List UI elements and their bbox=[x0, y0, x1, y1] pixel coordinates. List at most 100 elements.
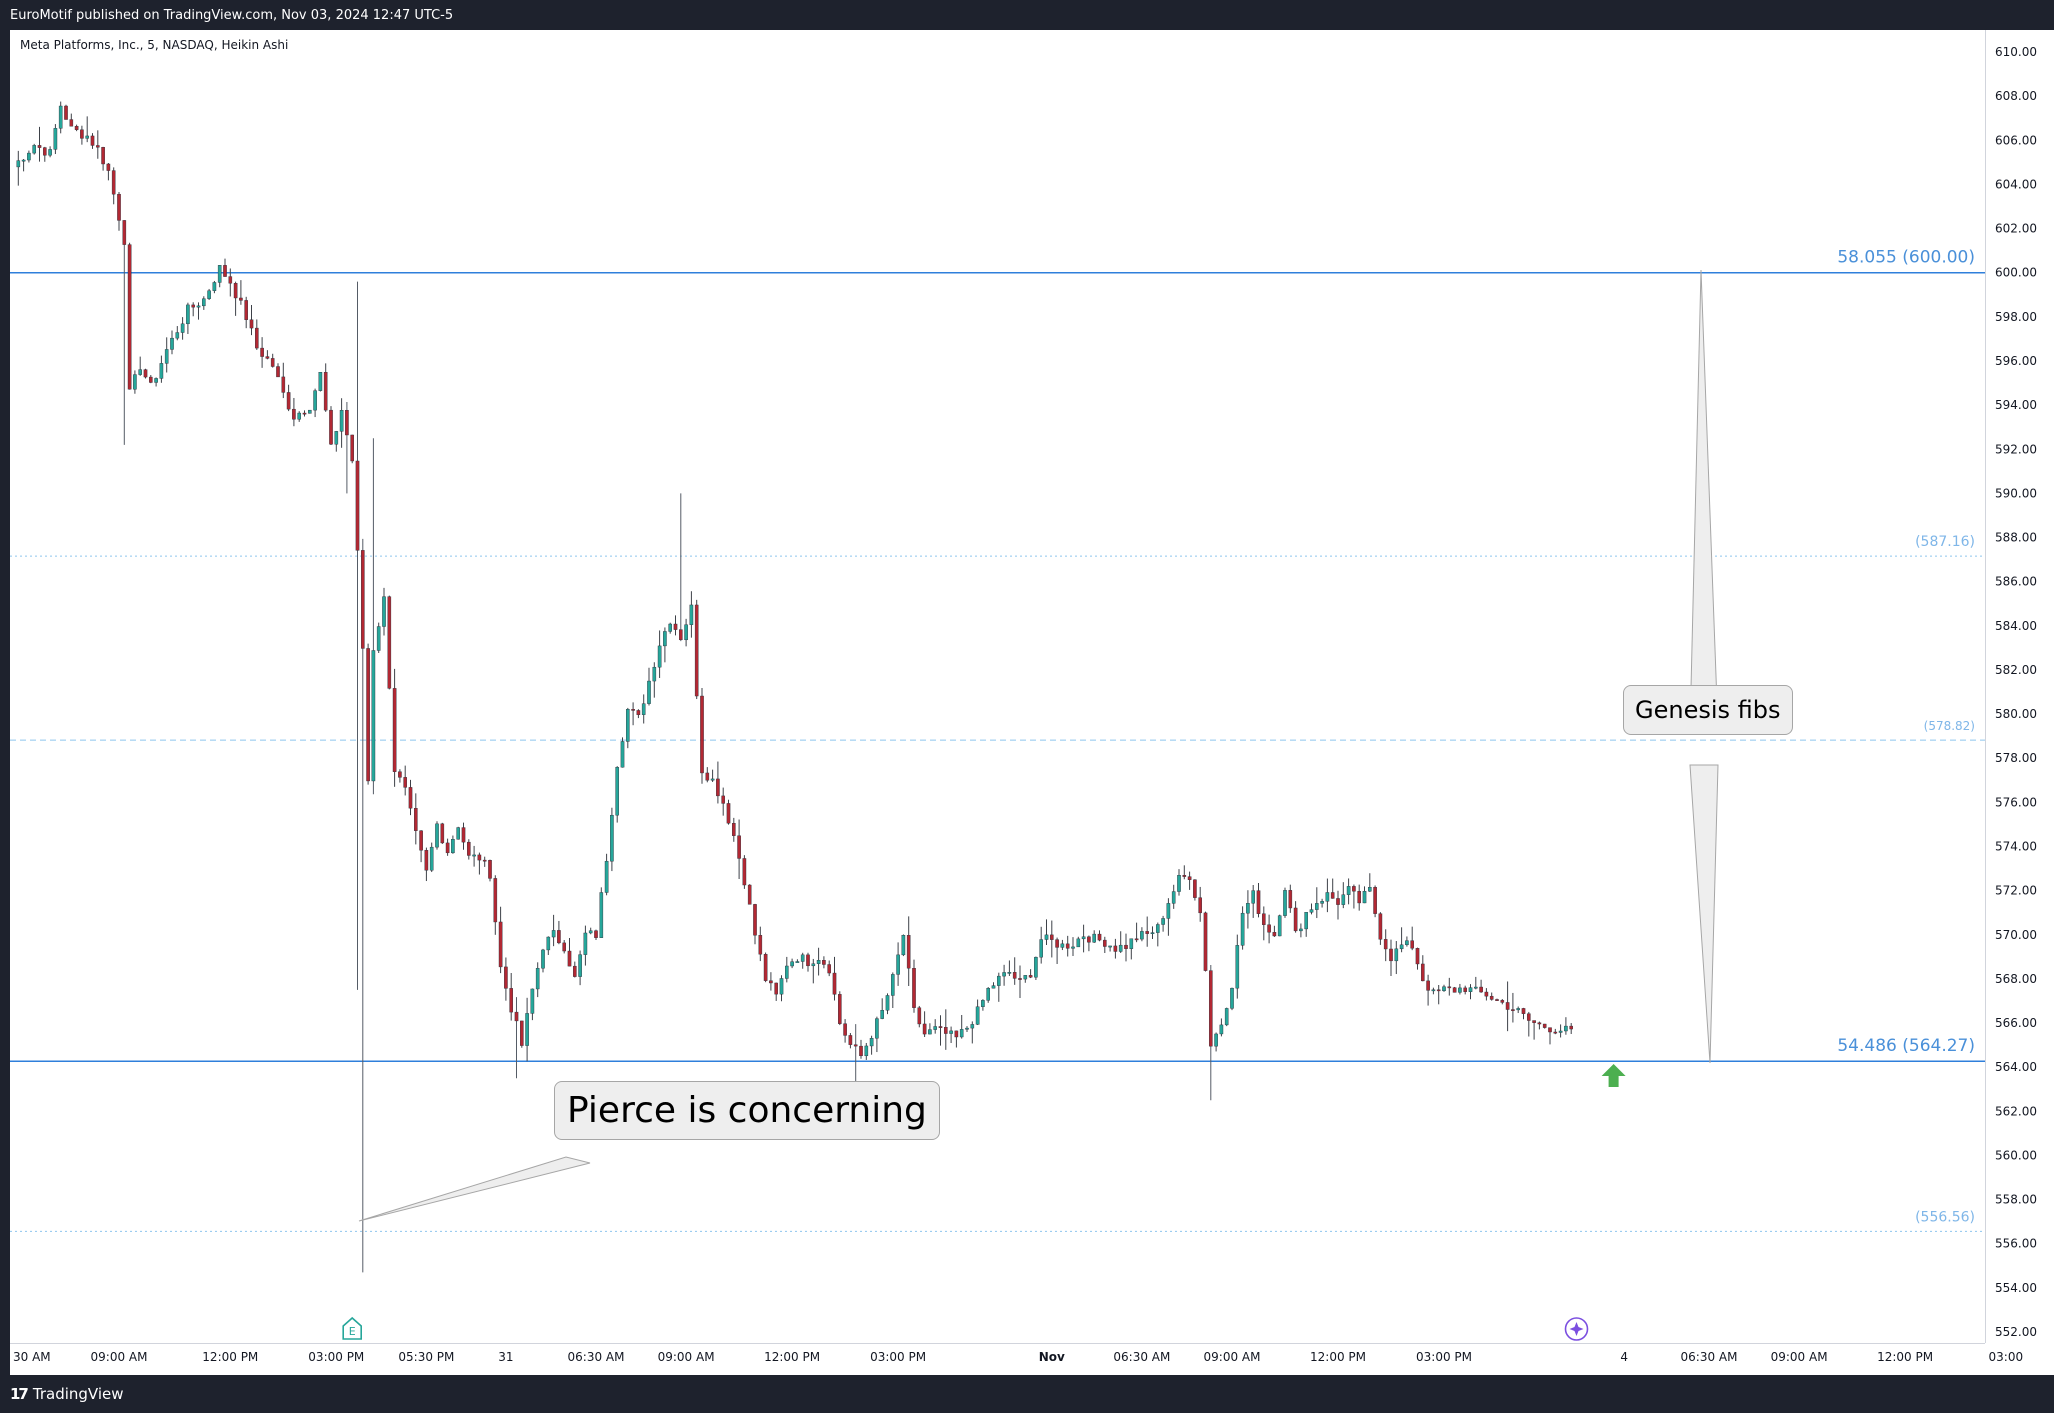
candle bbox=[1346, 878, 1351, 905]
arrow-up-icon[interactable] bbox=[1601, 1063, 1626, 1087]
candle bbox=[636, 709, 641, 719]
candle bbox=[1113, 938, 1118, 959]
x-tick-label: 06:30 AM bbox=[568, 1350, 625, 1364]
candle bbox=[816, 947, 821, 976]
candle bbox=[599, 887, 604, 938]
candle bbox=[1458, 983, 1462, 995]
candle bbox=[64, 104, 68, 120]
candle bbox=[1208, 965, 1213, 1101]
candle bbox=[859, 1039, 863, 1059]
candle bbox=[1479, 979, 1483, 993]
candle bbox=[1023, 975, 1028, 983]
candle bbox=[763, 952, 768, 983]
candle bbox=[1304, 912, 1308, 937]
svg-text:E: E bbox=[349, 1325, 356, 1338]
candle bbox=[737, 819, 741, 879]
earnings-icon[interactable]: E bbox=[342, 1316, 362, 1340]
candle bbox=[1399, 927, 1404, 953]
price-axis[interactable]: 610.00 608.00 606.00 604.00 602.00 600.00 598.… bbox=[1985, 30, 2038, 1343]
y-tick-label: 596.00 bbox=[1995, 354, 2037, 368]
candle bbox=[1288, 884, 1293, 913]
candle bbox=[472, 845, 476, 867]
candle bbox=[122, 220, 127, 445]
tradingview-logo[interactable]: 𝟭𝟳 TradingView bbox=[10, 1385, 124, 1403]
y-tick-label: 608.00 bbox=[1995, 89, 2037, 103]
candle bbox=[965, 1026, 969, 1032]
candle bbox=[148, 375, 153, 384]
candle bbox=[541, 948, 545, 973]
candle bbox=[117, 192, 121, 231]
candle bbox=[774, 982, 778, 1001]
y-tick-label: 552.00 bbox=[1995, 1325, 2037, 1339]
candle bbox=[1468, 984, 1473, 1000]
candle bbox=[684, 618, 688, 647]
candle bbox=[1309, 903, 1314, 915]
candle bbox=[1219, 1018, 1224, 1037]
y-tick-label: 610.00 bbox=[1995, 45, 2037, 59]
candle bbox=[885, 993, 890, 1015]
candle bbox=[1405, 936, 1409, 947]
publisher-bar: EuroMotif published on TradingView.com, … bbox=[0, 0, 2054, 30]
candle bbox=[864, 1042, 869, 1060]
fib-level-label: (578.82) bbox=[1924, 719, 1975, 733]
candle bbox=[334, 430, 339, 452]
candle bbox=[286, 384, 291, 412]
candle bbox=[1357, 884, 1361, 911]
fib-level-label: (556.56) bbox=[1915, 1209, 1975, 1225]
candle bbox=[106, 162, 111, 181]
x-tick-label: 12:00 PM bbox=[764, 1350, 820, 1364]
candle bbox=[53, 124, 58, 155]
y-tick-label: 568.00 bbox=[1995, 972, 2037, 986]
candle bbox=[525, 997, 529, 1062]
candle bbox=[1182, 865, 1187, 880]
candle bbox=[201, 296, 206, 310]
event-icon[interactable] bbox=[1564, 1317, 1589, 1341]
candle bbox=[726, 799, 731, 825]
candle bbox=[1526, 1011, 1531, 1037]
time-axis[interactable]: 30 AM 09:00 AM 12:00 PM 03:00 PM 05:30 PM 31 0… bbox=[10, 1343, 2023, 1365]
candle bbox=[1267, 914, 1271, 944]
candle bbox=[398, 769, 402, 783]
y-tick-label: 606.00 bbox=[1995, 133, 2037, 147]
y-tick-label: 554.00 bbox=[1995, 1281, 2037, 1295]
candle bbox=[43, 146, 47, 162]
candle bbox=[196, 302, 201, 320]
candle bbox=[758, 926, 763, 962]
x-tick-label: 4 bbox=[1620, 1350, 1628, 1364]
y-tick-label: 556.00 bbox=[1995, 1237, 2037, 1251]
price-chart[interactable]: 58.055 (600.00) (587.16) (578.82) 54.486 (5… bbox=[10, 30, 2054, 1375]
candle bbox=[387, 595, 392, 690]
candle bbox=[1415, 947, 1420, 970]
candle bbox=[138, 356, 143, 376]
candle bbox=[975, 999, 980, 1025]
candle bbox=[212, 280, 217, 294]
fib-levels bbox=[10, 271, 1985, 1232]
candle bbox=[928, 1023, 932, 1035]
candle bbox=[1569, 1023, 1573, 1035]
tradingview-brand: TradingView bbox=[32, 1385, 124, 1403]
candle bbox=[424, 847, 429, 882]
candle bbox=[233, 281, 238, 316]
candle bbox=[101, 146, 105, 171]
candle bbox=[1155, 922, 1160, 947]
candle bbox=[896, 942, 900, 986]
candle bbox=[1230, 987, 1234, 1011]
candle bbox=[520, 1020, 524, 1048]
candle bbox=[1293, 901, 1298, 933]
x-tick-label: 03:00 PM bbox=[308, 1350, 364, 1364]
candle bbox=[440, 822, 445, 845]
candle bbox=[1039, 926, 1043, 964]
fib-level-label: 54.486 (564.27) bbox=[1837, 1036, 1975, 1056]
candle bbox=[382, 587, 386, 636]
candle bbox=[1511, 992, 1515, 1023]
candle bbox=[1102, 936, 1107, 954]
candle bbox=[32, 143, 37, 155]
callout-pierce[interactable]: Pierce is concerning bbox=[554, 1081, 940, 1140]
candle bbox=[1012, 957, 1017, 985]
candle bbox=[1484, 988, 1489, 1001]
candle bbox=[959, 1014, 964, 1039]
candle bbox=[1314, 887, 1319, 919]
candle bbox=[641, 694, 646, 724]
candle bbox=[588, 927, 593, 935]
callout-genesis[interactable]: Genesis fibs bbox=[1623, 685, 1793, 735]
